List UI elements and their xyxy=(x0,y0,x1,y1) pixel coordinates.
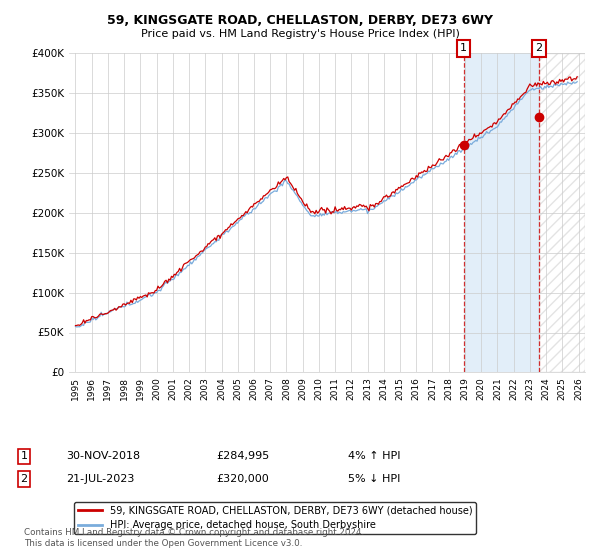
Text: 21-JUL-2023: 21-JUL-2023 xyxy=(66,474,134,484)
Text: 59, KINGSGATE ROAD, CHELLASTON, DERBY, DE73 6WY: 59, KINGSGATE ROAD, CHELLASTON, DERBY, D… xyxy=(107,14,493,27)
Text: 1: 1 xyxy=(20,451,28,461)
Text: 30-NOV-2018: 30-NOV-2018 xyxy=(66,451,140,461)
Bar xyxy=(539,53,585,372)
Text: 2: 2 xyxy=(535,43,542,53)
Text: £284,995: £284,995 xyxy=(216,451,269,461)
Text: 2: 2 xyxy=(20,474,28,484)
Text: £320,000: £320,000 xyxy=(216,474,269,484)
Text: Contains HM Land Registry data © Crown copyright and database right 2024.
This d: Contains HM Land Registry data © Crown c… xyxy=(24,528,364,548)
Legend: 59, KINGSGATE ROAD, CHELLASTON, DERBY, DE73 6WY (detached house), HPI: Average p: 59, KINGSGATE ROAD, CHELLASTON, DERBY, D… xyxy=(74,502,476,534)
Text: 5% ↓ HPI: 5% ↓ HPI xyxy=(348,474,400,484)
Bar xyxy=(464,53,539,372)
Text: 4% ↑ HPI: 4% ↑ HPI xyxy=(348,451,401,461)
Text: Price paid vs. HM Land Registry's House Price Index (HPI): Price paid vs. HM Land Registry's House … xyxy=(140,29,460,39)
Text: 1: 1 xyxy=(460,43,467,53)
